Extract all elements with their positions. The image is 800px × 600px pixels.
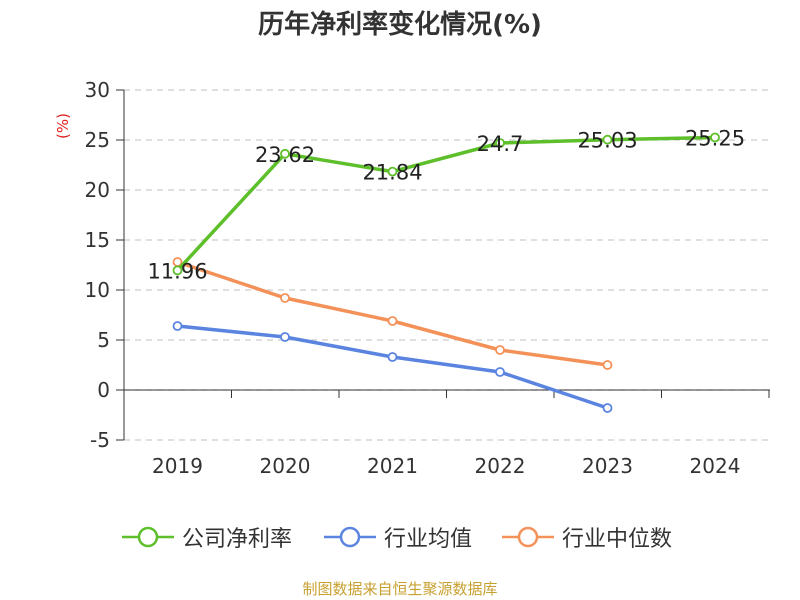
data-point-company — [495, 138, 505, 148]
legend-label-company: 公司净利率 — [182, 527, 293, 552]
data-label-company: 25.25 — [685, 127, 745, 151]
grid-layer — [124, 89, 770, 441]
data-point-industry-median — [280, 293, 290, 303]
data-point-industry-avg — [172, 321, 183, 331]
series-line-industry-median — [175, 260, 610, 367]
x-tick-label: 2020 — [260, 454, 311, 478]
x-tick-label: 2024 — [690, 454, 741, 478]
data-point-industry-median — [602, 360, 613, 370]
legend-industry-median-marker — [502, 526, 554, 548]
y-tick-label: 25 — [85, 128, 110, 152]
legend: 公司净利率 行业均值 行业中位数 — [0, 520, 800, 554]
data-point-company — [280, 148, 290, 159]
series-line-industry-avg — [175, 324, 610, 410]
data-label-company: 25.03 — [577, 129, 637, 153]
legend-company-circle — [137, 526, 159, 548]
legend-label-industry-avg: 行业均值 — [384, 527, 473, 552]
y-tick-label: 15 — [85, 228, 110, 252]
y-tick-label: 30 — [85, 78, 110, 102]
data-point-industry-avg — [387, 352, 398, 362]
series-layer — [172, 132, 720, 413]
data-point-company — [602, 134, 613, 145]
series-line-company — [175, 135, 717, 273]
data-point-industry-avg — [602, 403, 613, 413]
data-point-industry-avg — [280, 332, 290, 342]
data-label-company: 23.62 — [255, 143, 315, 167]
data-point-company — [710, 132, 720, 143]
legend-industry-avg-marker — [324, 526, 376, 548]
x-tick-label: 2023 — [582, 454, 633, 478]
data-point-industry-median — [387, 316, 398, 326]
legend-company-marker — [122, 526, 174, 548]
legend-industry-avg-circle — [339, 526, 361, 548]
source-note: 制图数据来自恒生聚源数据库 — [302, 580, 498, 598]
data-point-company — [172, 265, 183, 276]
data-label-layer: 11.96 23.62 21.84 24.7 25.03 25.25 — [147, 127, 745, 284]
legend-item-company[interactable]: 公司净利率 — [120, 520, 292, 554]
data-point-industry-avg — [495, 367, 505, 377]
legend-item-industry-avg[interactable]: 行业均值 — [322, 520, 472, 554]
x-tick-label: 2022 — [475, 454, 526, 478]
y-axis-label: (%) — [54, 113, 72, 139]
legend-industry-median-circle — [517, 526, 539, 548]
y-tick-label: 0 — [97, 378, 110, 402]
y-tick-label: 10 — [85, 278, 110, 302]
x-tick-label: 2019 — [152, 454, 203, 478]
chart-title: 历年净利率变化情况(%) — [258, 10, 542, 40]
data-label-company: 24.7 — [477, 132, 524, 156]
legend-label-industry-median: 行业中位数 — [562, 527, 673, 552]
legend-item-industry-median[interactable]: 行业中位数 — [500, 520, 672, 554]
axis-layer: -5 0 5 10 15 20 25 30 (%) 2019 2020 2021 2022 2023 202… — [54, 78, 770, 478]
y-tick-label: 20 — [85, 178, 110, 202]
data-label-company: 21.84 — [362, 161, 422, 185]
x-tick-label: 2021 — [367, 454, 418, 478]
y-tick-label: 5 — [97, 328, 110, 352]
y-tick-label: -5 — [90, 428, 110, 452]
data-label-company: 11.96 — [147, 259, 207, 283]
data-point-industry-median — [495, 345, 505, 355]
data-point-company — [387, 166, 398, 177]
